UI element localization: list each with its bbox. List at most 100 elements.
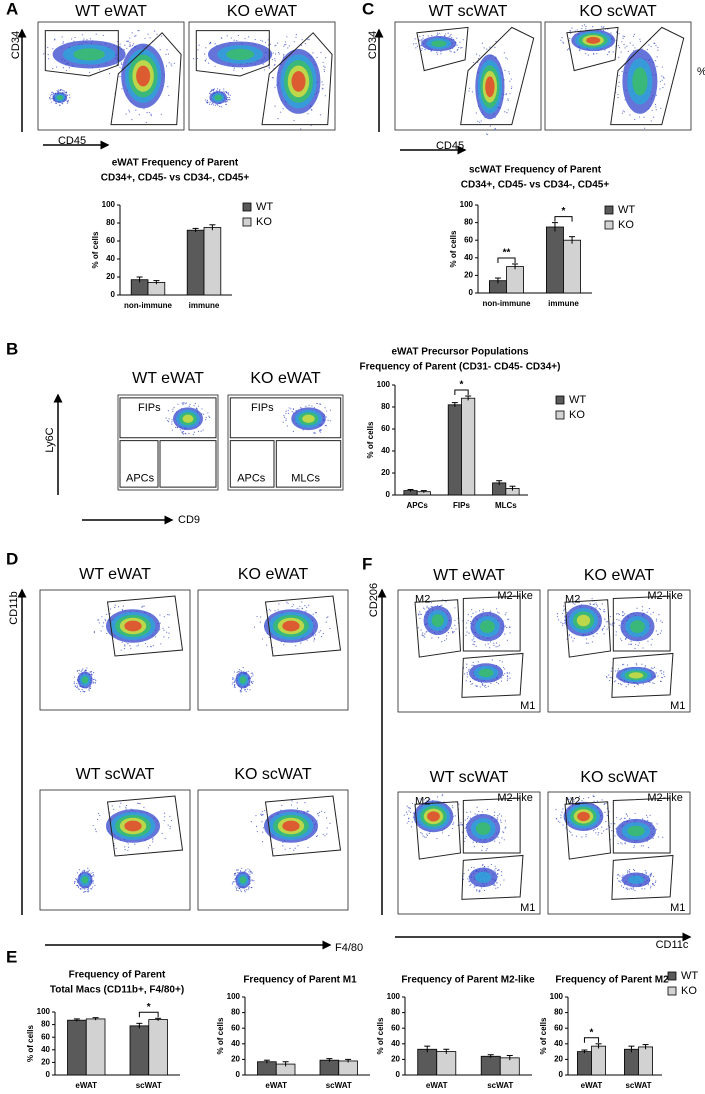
event-dot — [90, 872, 92, 875]
event-dot — [97, 619, 99, 621]
event-dot — [619, 818, 621, 821]
event-dot — [495, 867, 497, 869]
event-dot — [441, 641, 443, 643]
x-axis-label: F4/80 — [335, 942, 363, 954]
event-dot — [102, 625, 104, 627]
event-dot — [493, 642, 495, 644]
event-dot — [620, 842, 622, 844]
event-dot — [436, 53, 438, 55]
event-dot — [562, 624, 564, 626]
gate-label: FIPs — [138, 402, 161, 414]
event-dot — [617, 97, 619, 99]
event-dot — [313, 407, 315, 409]
event-dot — [109, 608, 112, 610]
density-contour — [282, 820, 300, 832]
event-dot — [474, 813, 476, 815]
event-dot — [319, 431, 322, 433]
event-dot — [312, 52, 314, 54]
gate — [110, 32, 182, 126]
event-dot — [510, 78, 512, 80]
event-dot — [173, 406, 175, 409]
event-dot — [604, 611, 606, 613]
chart-subtitle: Total Macs (CD11b+, F4/80+) — [50, 985, 184, 996]
event-dot — [470, 883, 472, 885]
event-dot — [418, 614, 420, 616]
gate — [275, 440, 342, 488]
x-tick-label: APCs — [406, 501, 428, 510]
event-dot — [262, 814, 264, 816]
event-dot — [179, 429, 182, 431]
event-dot — [623, 44, 625, 46]
event-dot — [628, 868, 631, 871]
event-dot — [654, 103, 657, 106]
event-dot — [248, 886, 250, 888]
event-dot — [605, 621, 607, 623]
event-dot — [56, 90, 58, 92]
event-dot — [102, 34, 104, 37]
event-dot — [592, 635, 594, 637]
event-dot — [576, 29, 578, 31]
event-dot — [261, 841, 264, 843]
event-dot — [275, 44, 277, 46]
event-dot — [471, 639, 473, 641]
event-dot — [659, 632, 662, 634]
event-dot — [589, 603, 592, 606]
event-dot — [474, 885, 476, 887]
event-dot — [649, 814, 651, 816]
event-dot — [264, 41, 267, 44]
event-dot — [89, 687, 91, 689]
event-dot — [503, 831, 505, 834]
event-dot — [616, 618, 618, 621]
event-dot — [497, 815, 499, 817]
event-dot — [287, 602, 289, 605]
event-dot — [127, 40, 129, 42]
event-dot — [618, 56, 620, 58]
event-dot — [294, 847, 296, 849]
event-dot — [249, 869, 251, 871]
event-dot — [663, 671, 665, 673]
event-dot — [137, 644, 140, 646]
y-tick-label: 20 — [381, 468, 390, 477]
event-dot — [250, 672, 252, 674]
event-dot — [268, 67, 270, 69]
gate — [460, 26, 535, 126]
event-dot — [506, 626, 508, 629]
event-dot — [233, 671, 236, 673]
event-dot — [642, 845, 644, 847]
event-dot — [570, 32, 572, 34]
event-dot — [630, 643, 632, 645]
significance-label: * — [562, 206, 566, 217]
event-dot — [602, 27, 604, 29]
event-dot — [495, 642, 498, 644]
event-dot — [250, 821, 252, 823]
event-dot — [326, 827, 328, 829]
event-dot — [182, 433, 185, 435]
event-dot — [87, 890, 89, 892]
event-dot — [268, 608, 271, 610]
event-dot — [610, 32, 612, 34]
event-dot — [422, 607, 425, 609]
event-dot — [468, 90, 470, 92]
event-dot — [260, 616, 262, 618]
event-dot — [406, 813, 408, 815]
event-dot — [234, 686, 236, 689]
event-dot — [248, 36, 250, 38]
event-dot — [506, 58, 508, 60]
event-dot — [305, 610, 307, 612]
event-dot — [472, 612, 474, 615]
event-dot — [165, 417, 167, 419]
event-dot — [143, 806, 145, 808]
event-dot — [647, 846, 650, 849]
x-tick-label: eWAT — [426, 1081, 448, 1090]
event-dot — [209, 42, 211, 44]
event-dot — [508, 71, 510, 73]
x-tick-label: eWAT — [581, 1081, 603, 1090]
event-dot — [90, 887, 92, 890]
event-dot — [560, 817, 562, 819]
event-dot — [141, 606, 143, 608]
event-dot — [574, 30, 576, 32]
event-dot — [596, 53, 598, 55]
event-dot — [152, 645, 154, 647]
event-dot — [467, 619, 469, 622]
density-contour — [576, 614, 591, 627]
